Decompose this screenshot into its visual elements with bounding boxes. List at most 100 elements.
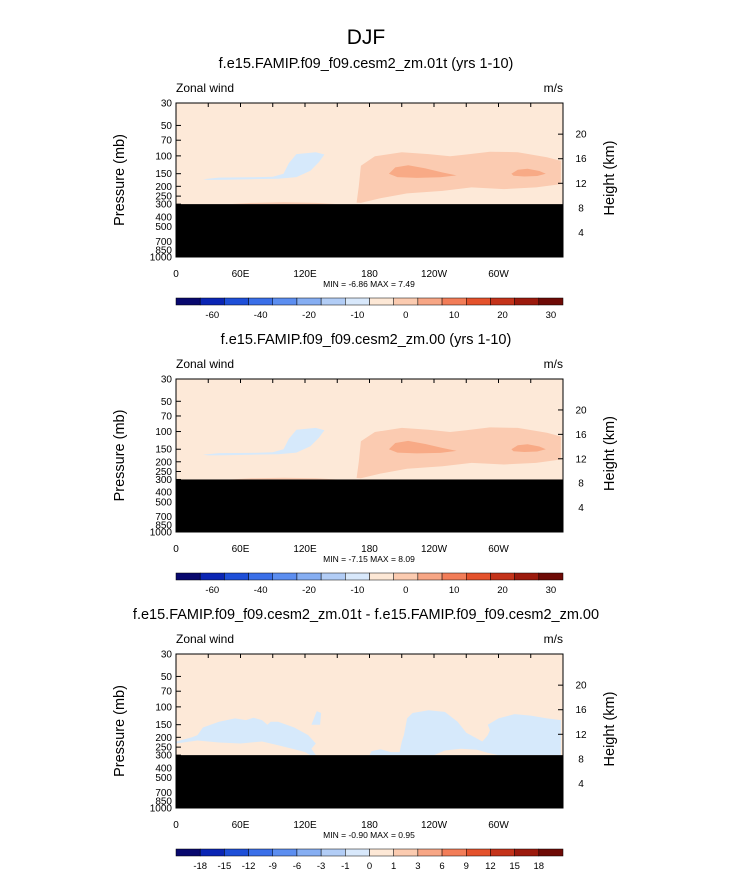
colorbar-label: -12 <box>242 861 256 871</box>
x-tick-label: 0 <box>173 269 179 280</box>
y-tick-label: 30 <box>161 99 173 110</box>
colorbar-swatch <box>369 848 394 857</box>
chart-panel-1: f.e15.FAMIP.f09_f09.cesm2_zm.01t (yrs 1-… <box>112 56 618 321</box>
x-tick-label: 120E <box>293 269 317 280</box>
colorbar-label: 15 <box>509 861 520 871</box>
colorbar-swatch <box>248 848 273 857</box>
terrain-mask <box>176 755 563 808</box>
chart-panel-2: f.e15.FAMIP.f09_f09.cesm2_zm.00 (yrs 1-1… <box>112 332 618 596</box>
colorbar-swatch <box>296 297 322 306</box>
colorbar: -60 -40 -20 -10 0 10 20 30 <box>175 297 564 321</box>
colorbar-swatch <box>417 572 443 581</box>
colorbar-swatch <box>320 572 346 581</box>
y-tick-label: 500 <box>155 773 172 784</box>
y-tick-label: 100 <box>155 702 172 713</box>
stats-label: MIN = -0.90 MAX = 0.95 <box>323 830 415 840</box>
colorbar-label: 1 <box>391 861 396 871</box>
x-tick-label: 120E <box>293 544 317 555</box>
y-tick-label: 250 <box>155 192 172 203</box>
x-tick-label: 180 <box>361 544 378 555</box>
terrain-mask <box>176 204 563 257</box>
right-label: m/s <box>544 357 563 371</box>
colorbar-swatch <box>393 572 419 581</box>
colorbar-label: 10 <box>449 585 460 596</box>
colorbar-label: 18 <box>534 861 545 871</box>
y-tick-label: 70 <box>161 136 173 147</box>
colorbar-label: -40 <box>254 310 268 321</box>
colorbar-swatch <box>466 572 491 581</box>
y2-tick-label: 8 <box>578 754 584 765</box>
right-label: m/s <box>544 632 563 646</box>
y2-tick-label: 8 <box>578 479 584 490</box>
x-tick-label: 60E <box>232 820 250 831</box>
colorbar-swatch <box>514 572 540 581</box>
colorbar-label: 9 <box>464 861 469 871</box>
colorbar-label: 0 <box>403 310 408 321</box>
panel-title: f.e15.FAMIP.f09_f09.cesm2_zm.00 (yrs 1-1… <box>221 332 512 348</box>
colorbar-swatch <box>369 297 394 306</box>
orange-contour-2 <box>388 165 457 178</box>
y2-tick-label: 16 <box>575 705 587 716</box>
chart-panel-3: f.e15.FAMIP.f09_f09.cesm2_zm.01t - f.e15… <box>112 607 618 871</box>
colorbar-swatch <box>199 572 225 581</box>
colorbar-label: 30 <box>546 310 557 321</box>
colorbar-swatch <box>345 297 370 306</box>
background-patch-3 <box>434 748 499 756</box>
left-label: Zonal wind <box>176 632 234 646</box>
x-tick-label: 120W <box>421 820 448 831</box>
orange-contour-lower <box>229 202 338 205</box>
y2-tick-label: 12 <box>575 454 587 465</box>
y-tick-label: 70 <box>161 411 173 422</box>
y2-tick-label: 12 <box>575 730 587 741</box>
orange-contour-3 <box>511 168 546 177</box>
left-label: Zonal wind <box>176 357 234 371</box>
colorbar-swatch <box>272 572 298 581</box>
y-tick-label: 30 <box>161 375 173 386</box>
colorbar-swatch <box>224 848 249 857</box>
colorbar-swatch <box>514 297 540 306</box>
y-tick-label: 250 <box>155 467 172 478</box>
y2-axis-title: Height (km) <box>602 141 618 216</box>
colorbar-label: -3 <box>317 861 325 871</box>
y-tick-label: 850 <box>155 520 172 531</box>
colorbar-label: -10 <box>351 585 365 596</box>
y2-axis-title: Height (km) <box>602 416 618 491</box>
x-tick-label: 60E <box>232 544 250 555</box>
y-tick-label: 70 <box>161 687 173 698</box>
x-tick-label: 60W <box>488 820 509 831</box>
colorbar-label: -20 <box>302 310 316 321</box>
colorbar-label: 0 <box>403 585 408 596</box>
background-patch-2 <box>337 750 372 756</box>
colorbar: -18 -15 -12 -9 -6 -3 -1 0 1 3 6 9 12 15 18 <box>175 848 564 871</box>
y-tick-label: 200 <box>155 733 172 744</box>
left-label: Zonal wind <box>176 81 234 95</box>
colorbar-swatch <box>296 572 322 581</box>
y-tick-label: 100 <box>155 427 172 438</box>
light-blue-region-2 <box>311 711 322 725</box>
colorbar-label: 12 <box>485 861 496 871</box>
x-tick-label: 120W <box>421 269 448 280</box>
y-tick-label: 400 <box>155 212 172 223</box>
panel-title: f.e15.FAMIP.f09_f09.cesm2_zm.01t - f.e15… <box>133 607 599 623</box>
x-tick-label: 0 <box>173 820 179 831</box>
y-tick-label: 1000 <box>150 528 173 539</box>
stats-label: MIN = -7.15 MAX = 8.09 <box>323 554 415 564</box>
colorbar-label: -40 <box>254 585 268 596</box>
y-axis-title: Pressure (mb) <box>112 410 128 502</box>
colorbar-label: 6 <box>439 861 444 871</box>
colorbar-swatch <box>466 297 491 306</box>
y-tick-label: 850 <box>155 796 172 807</box>
light-blue-region <box>202 427 325 456</box>
y-tick-label: 500 <box>155 222 172 233</box>
orange-contour-1 <box>356 151 561 203</box>
colorbar-label: 30 <box>546 585 557 596</box>
right-label: m/s <box>544 81 563 95</box>
y2-tick-label: 16 <box>575 430 587 441</box>
colorbar-label: 20 <box>497 310 508 321</box>
y-tick-label: 50 <box>161 672 173 683</box>
y-tick-label: 700 <box>155 788 172 799</box>
colorbar-swatch <box>320 848 346 857</box>
y-tick-label: 850 <box>155 245 172 256</box>
y2-tick-label: 16 <box>575 154 587 165</box>
colorbar-swatch <box>248 297 273 306</box>
